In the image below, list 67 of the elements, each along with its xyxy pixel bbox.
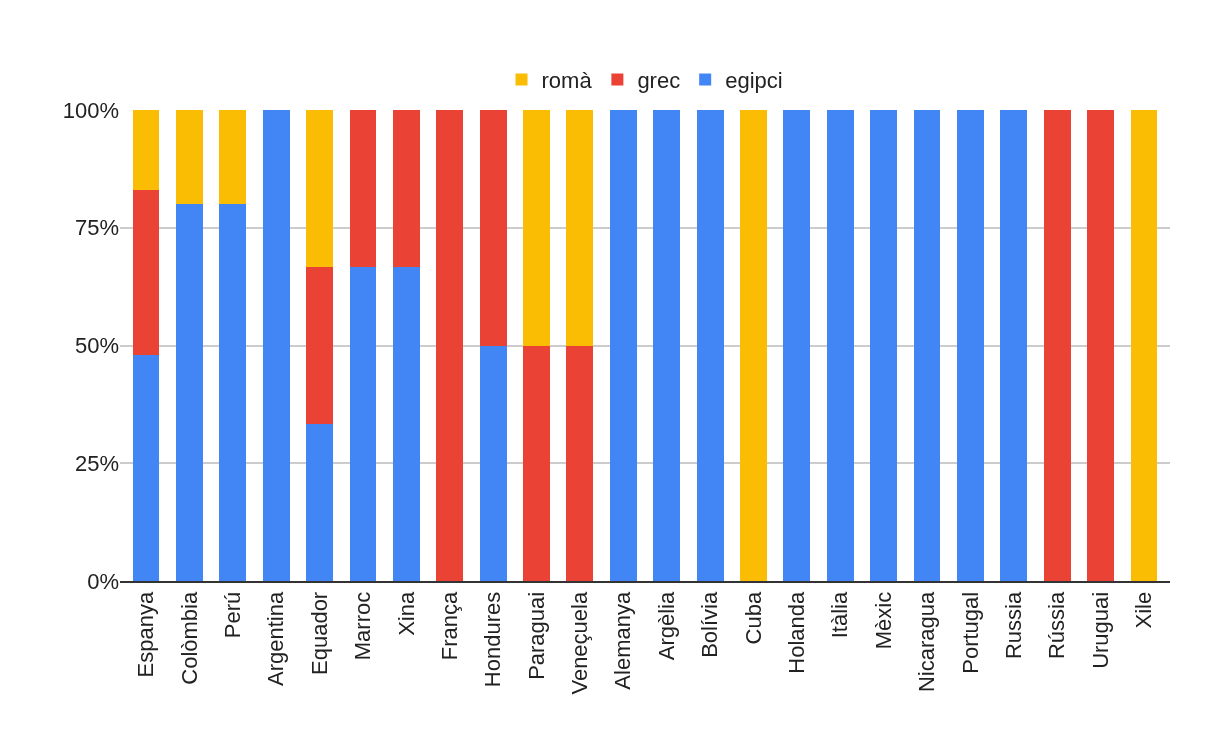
y-tick-label: 0%: [87, 568, 119, 594]
bar: [696, 110, 724, 581]
bar: [1000, 110, 1028, 581]
bar: [306, 267, 334, 425]
bar: [609, 110, 637, 581]
y-tick-label: 75%: [74, 215, 119, 241]
x-tick-label: Argèlia: [653, 591, 679, 661]
bar: [653, 110, 681, 581]
bar: [956, 110, 984, 581]
bar: [262, 110, 290, 581]
x-tick-label: Xina: [393, 591, 419, 636]
x-tick-label: Uruguai: [1087, 591, 1113, 669]
bar: [132, 354, 160, 581]
x-tick-label: Itàlia: [827, 591, 853, 639]
x-tick-label: Xile: [1131, 591, 1157, 629]
bar: [349, 266, 377, 581]
x-tick-label: Mèxic: [870, 591, 896, 650]
x-tick-label: Alemanya: [610, 591, 636, 690]
bar: [479, 110, 507, 346]
bar: [1087, 110, 1115, 581]
x-tick-label: Paraguai: [523, 591, 549, 680]
bar: [479, 345, 507, 581]
bar: [523, 110, 550, 346]
bar: [219, 204, 247, 581]
x-tick-label: Portugal: [957, 591, 983, 674]
bar: [392, 110, 420, 267]
bar: [175, 204, 203, 581]
legend-label: romà: [541, 67, 593, 93]
bar: [219, 110, 247, 205]
bar: [566, 110, 594, 346]
x-tick-label: Bolívia: [697, 591, 723, 658]
y-tick-label: 25%: [74, 450, 119, 476]
bar: [1043, 110, 1071, 581]
x-tick-label: Marroc: [350, 591, 376, 661]
x-tick-label: Equador: [306, 591, 332, 675]
bar: [826, 110, 854, 581]
x-tick-label: Cuba: [740, 591, 766, 645]
x-tick-label: Nicaragua: [914, 591, 940, 693]
bar: [523, 345, 550, 581]
bar: [740, 110, 767, 581]
bar: [870, 110, 898, 581]
x-tick-label: Espanya: [133, 591, 159, 678]
y-tick-label: 100%: [62, 97, 119, 123]
x-tick-label: Veneçuela: [567, 591, 593, 695]
bar: [392, 266, 420, 581]
x-tick-label: França: [436, 591, 462, 661]
bar: [349, 110, 377, 267]
legend-label: grec: [637, 67, 681, 93]
bar: [175, 110, 203, 205]
bar: [306, 424, 334, 581]
x-tick-label: Perú: [219, 591, 245, 639]
bar: [1130, 110, 1158, 581]
x-tick-label: Colòmbia: [176, 591, 202, 685]
y-tick-label: 50%: [74, 333, 119, 359]
bar: [783, 110, 811, 581]
x-tick-label: Rússia: [1044, 591, 1070, 660]
bar: [306, 110, 334, 268]
bar: [913, 110, 941, 581]
x-tick-label: Argentina: [263, 591, 289, 686]
x-tick-label: Holanda: [784, 591, 810, 674]
bar: [132, 110, 160, 191]
x-tick-label: Hondures: [480, 591, 506, 688]
bar: [132, 190, 160, 355]
x-tick-label: Russia: [1000, 591, 1026, 660]
bar: [436, 110, 464, 581]
legend-label: egipci: [725, 67, 783, 93]
bar: [566, 345, 594, 581]
